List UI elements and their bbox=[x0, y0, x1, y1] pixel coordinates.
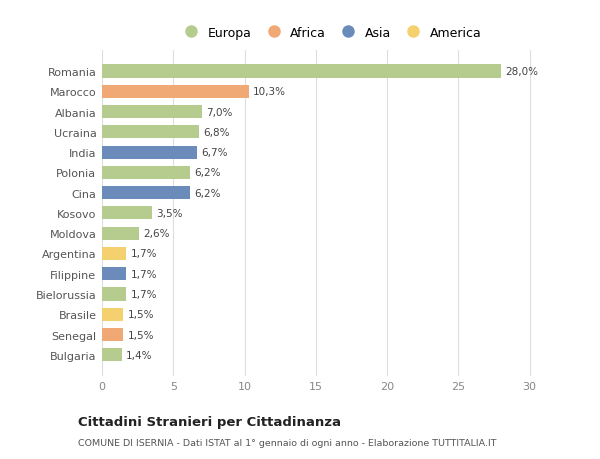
Text: 1,4%: 1,4% bbox=[126, 350, 153, 360]
Text: 6,7%: 6,7% bbox=[202, 148, 228, 158]
Text: 1,7%: 1,7% bbox=[131, 269, 157, 279]
Bar bbox=[102, 126, 199, 139]
Bar bbox=[102, 167, 190, 179]
Bar bbox=[102, 85, 249, 99]
Bar bbox=[102, 348, 122, 362]
Bar bbox=[102, 187, 190, 200]
Bar bbox=[102, 227, 139, 240]
Bar bbox=[102, 328, 124, 341]
Text: 7,0%: 7,0% bbox=[206, 107, 232, 118]
Bar bbox=[102, 247, 126, 260]
Bar bbox=[102, 308, 124, 321]
Legend: Europa, Africa, Asia, America: Europa, Africa, Asia, America bbox=[176, 24, 484, 42]
Text: 1,5%: 1,5% bbox=[128, 309, 154, 319]
Text: 28,0%: 28,0% bbox=[505, 67, 538, 77]
Text: 6,2%: 6,2% bbox=[194, 188, 221, 198]
Bar bbox=[102, 288, 126, 301]
Text: 2,6%: 2,6% bbox=[143, 229, 170, 239]
Text: 1,7%: 1,7% bbox=[131, 289, 157, 299]
Bar bbox=[102, 65, 501, 78]
Text: 1,5%: 1,5% bbox=[128, 330, 154, 340]
Bar bbox=[102, 106, 202, 119]
Text: Cittadini Stranieri per Cittadinanza: Cittadini Stranieri per Cittadinanza bbox=[78, 415, 341, 428]
Text: 3,5%: 3,5% bbox=[156, 208, 182, 218]
Bar bbox=[102, 268, 126, 280]
Text: 6,2%: 6,2% bbox=[194, 168, 221, 178]
Bar bbox=[102, 207, 152, 220]
Text: COMUNE DI ISERNIA - Dati ISTAT al 1° gennaio di ogni anno - Elaborazione TUTTITA: COMUNE DI ISERNIA - Dati ISTAT al 1° gen… bbox=[78, 438, 497, 448]
Text: 1,7%: 1,7% bbox=[131, 249, 157, 259]
Bar bbox=[102, 146, 197, 159]
Text: 10,3%: 10,3% bbox=[253, 87, 286, 97]
Text: 6,8%: 6,8% bbox=[203, 128, 230, 138]
